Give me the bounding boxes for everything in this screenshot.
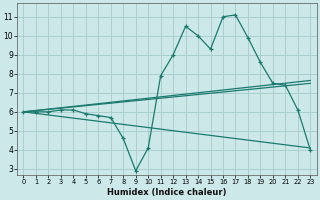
X-axis label: Humidex (Indice chaleur): Humidex (Indice chaleur) [107,188,227,197]
